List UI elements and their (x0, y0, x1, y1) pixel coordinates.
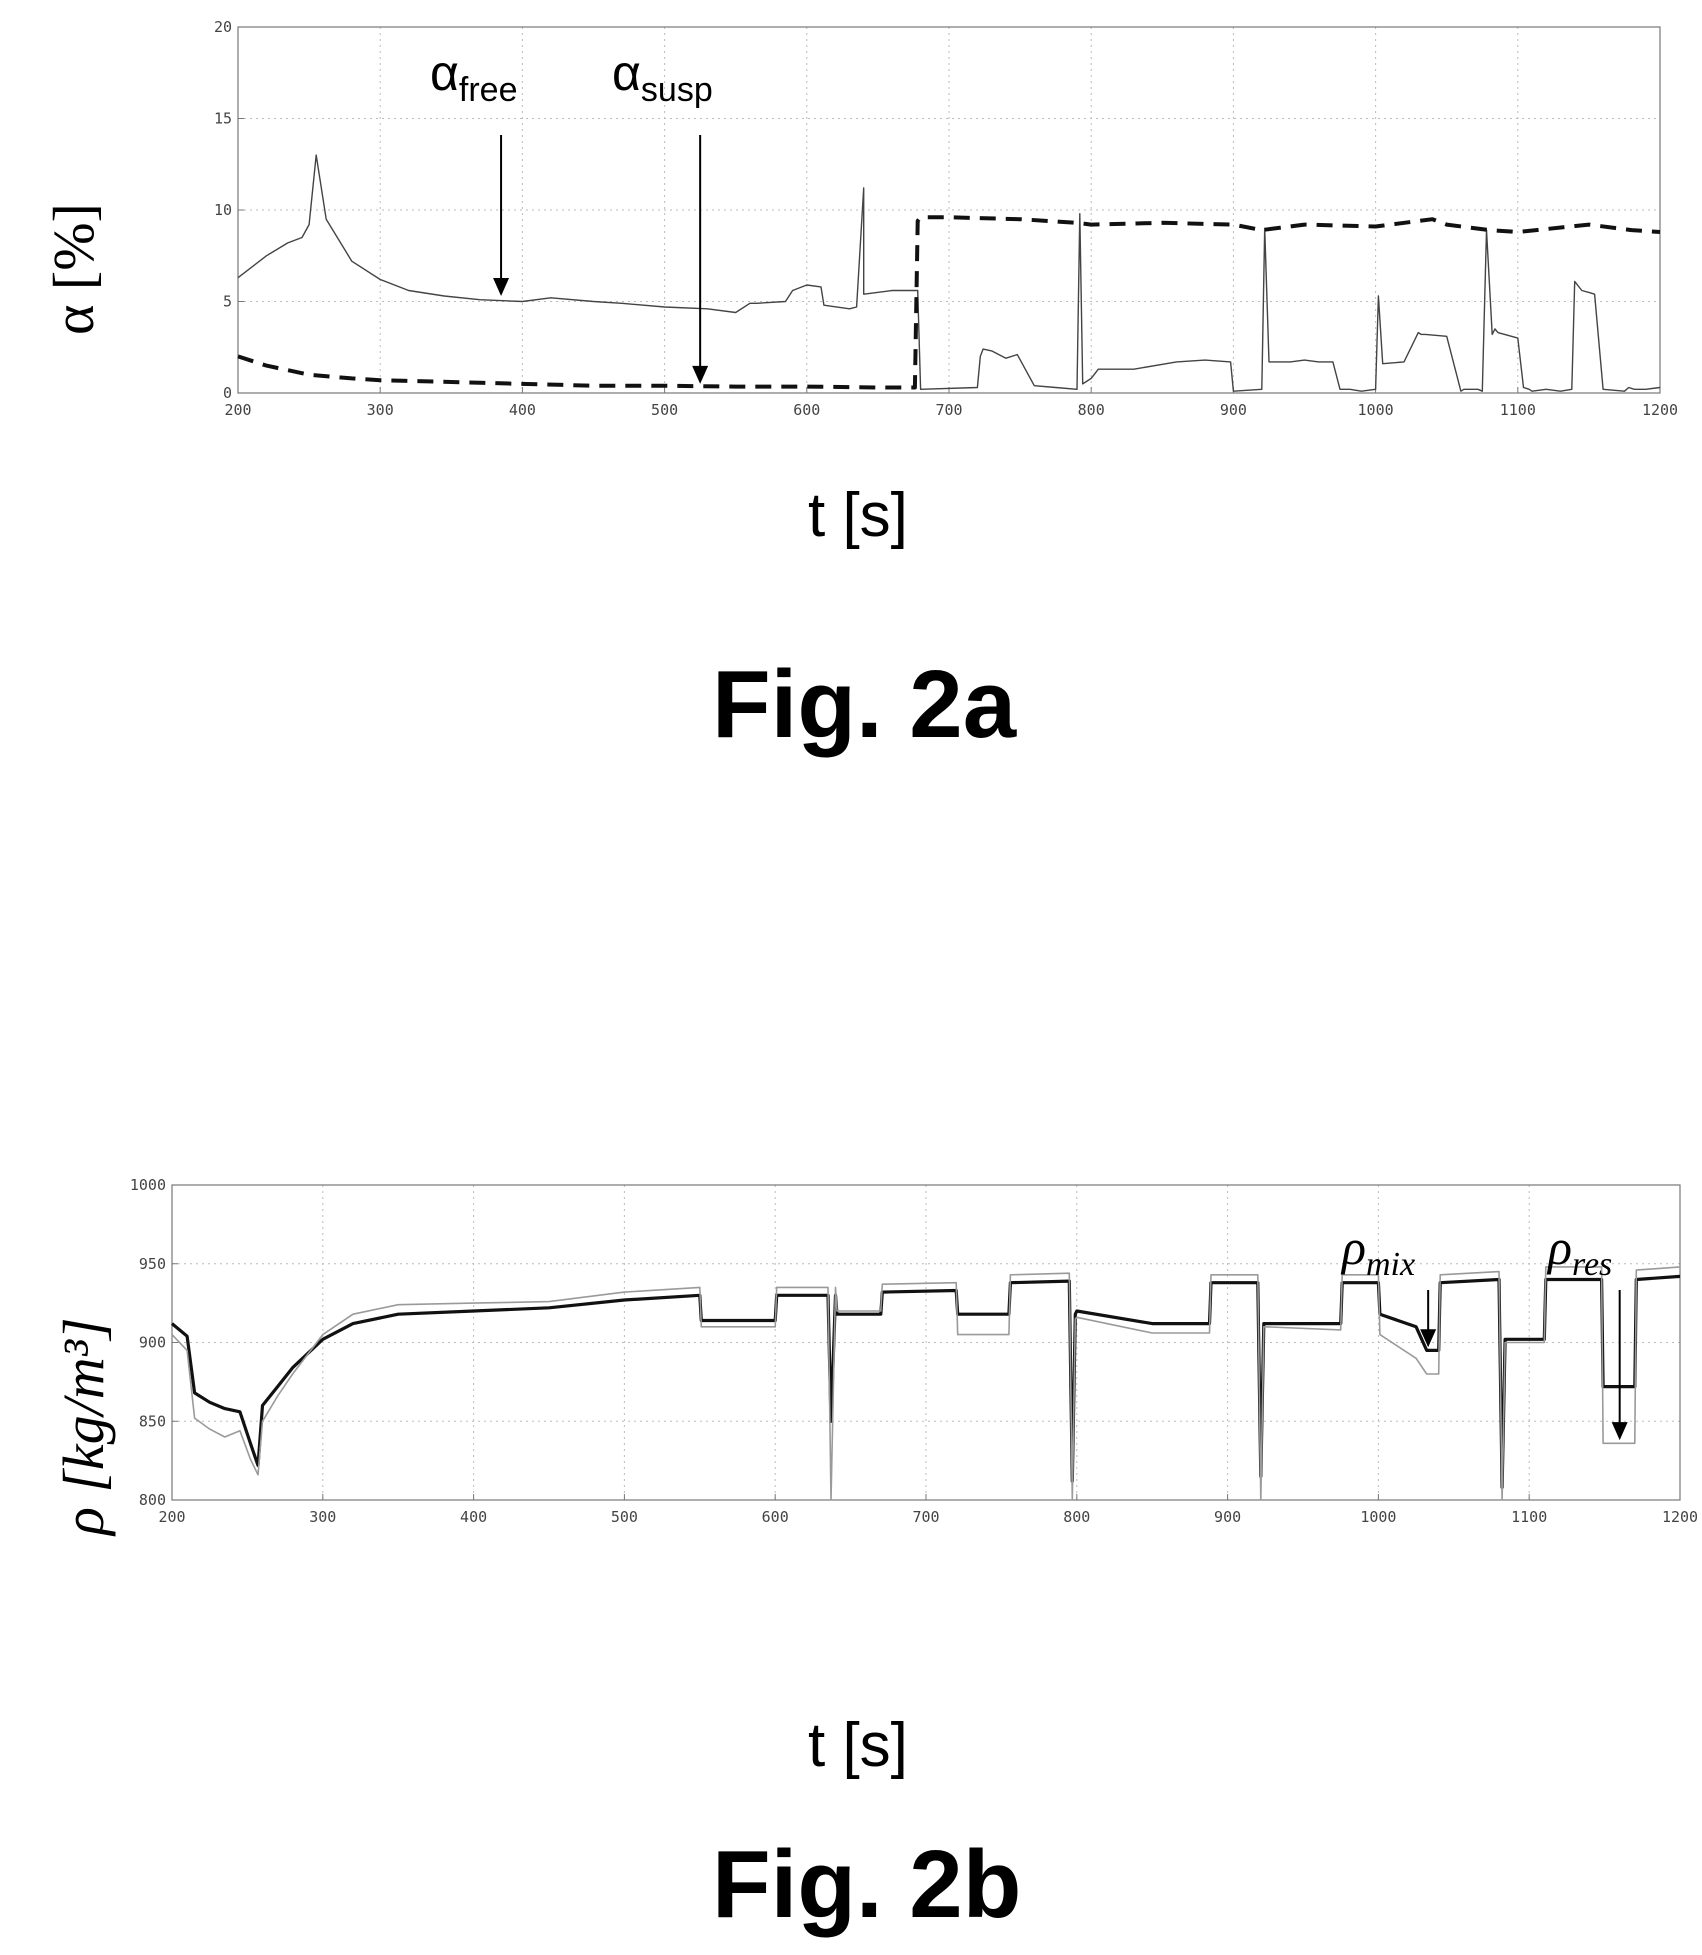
x-tick-label: 1200 (1662, 1508, 1698, 1526)
annotation-subscript: free (458, 71, 518, 109)
series-line-susp (237, 215, 1661, 390)
annotation-symbol: α (612, 45, 641, 101)
x-tick-label: 1000 (1358, 401, 1394, 419)
y-tick-label: 15 (214, 110, 232, 128)
series-line-res (171, 1266, 1681, 1501)
annotation-symbol: ρ (1342, 1219, 1366, 1275)
x-tick-label: 1000 (1360, 1508, 1396, 1526)
annotation-arrowhead (692, 365, 709, 384)
y-tick-label: 800 (139, 1491, 166, 1509)
x-tick-label: 200 (224, 401, 251, 419)
x-tick-label: 400 (460, 1508, 487, 1526)
x-tick-label: 500 (611, 1508, 638, 1526)
annotation-subscript: susp (640, 71, 713, 109)
y-axis-label-a: α [%] (41, 203, 106, 335)
x-tick-label: 600 (762, 1508, 789, 1526)
x-tick-label: 1100 (1500, 401, 1536, 419)
x-tick-label: 500 (651, 401, 678, 419)
series-line-free (237, 154, 1661, 392)
x-tick-label: 800 (1078, 401, 1105, 419)
x-tick-label: 1100 (1511, 1508, 1547, 1526)
x-tick-label: 700 (912, 1508, 939, 1526)
annotation-alpha-susp: αsusp (612, 44, 713, 110)
x-tick-label: 400 (509, 401, 536, 419)
density-chart: 200 300 400 500 600 700 800 900 1000 1100 1200 800 8… (130, 1176, 1698, 1526)
annotation-arrowhead (1611, 1422, 1628, 1441)
y-tick-label: 10 (214, 201, 232, 219)
y-tick-label: 0 (223, 384, 232, 402)
x-tick-label: 900 (1214, 1508, 1241, 1526)
y-tick-label: 850 (139, 1412, 166, 1430)
figure-label-a: Fig. 2a (712, 651, 1017, 758)
y-tick-label: 950 (139, 1255, 166, 1273)
y-axis-label-b: ρ [kg/m³] (50, 1317, 117, 1535)
y-tick-label: 20 (214, 18, 232, 36)
annotation-arrowhead (493, 278, 510, 297)
annotation-subscript: mix (1366, 1246, 1416, 1283)
figure-2a: 200 300 400 500 600 700 800 900 1000 1100 1200 0 5 10… (0, 0, 1702, 760)
figure-2b: 200 300 400 500 600 700 800 900 1000 1100 1200 800 8… (0, 1150, 1702, 1950)
figure-label-b: Fig. 2b (712, 1831, 1022, 1938)
annotation-symbol: ρ (1548, 1219, 1572, 1275)
x-tick-label: 900 (1220, 401, 1247, 419)
annotation-alpha-free: αfree (430, 44, 518, 110)
annotation-arrowhead (1420, 1329, 1437, 1348)
x-tick-label: 300 (309, 1508, 336, 1526)
alpha-chart: 200 300 400 500 600 700 800 900 1000 1100 1200 0 5 10… (214, 18, 1678, 419)
x-axis-label-b: t [s] (808, 1711, 908, 1780)
y-tick-label: 5 (223, 293, 232, 311)
y-tick-label: 900 (139, 1334, 166, 1352)
y-axis-label-text: ρ [kg/m³] (51, 1317, 116, 1535)
annotation-subscript: res (1572, 1246, 1613, 1283)
annotation-rho-mix: ρmix (1342, 1218, 1415, 1284)
annotation-rho-res: ρres (1548, 1218, 1612, 1284)
y-tick-label: 1000 (130, 1176, 166, 1194)
annotation-symbol: α (430, 45, 459, 101)
x-tick-label: 600 (793, 401, 820, 419)
x-tick-label: 1200 (1642, 401, 1678, 419)
x-axis-label-a: t [s] (808, 481, 908, 550)
x-tick-label: 200 (158, 1508, 185, 1526)
x-tick-label: 800 (1063, 1508, 1090, 1526)
x-tick-label: 300 (367, 401, 394, 419)
x-tick-label: 700 (935, 401, 962, 419)
